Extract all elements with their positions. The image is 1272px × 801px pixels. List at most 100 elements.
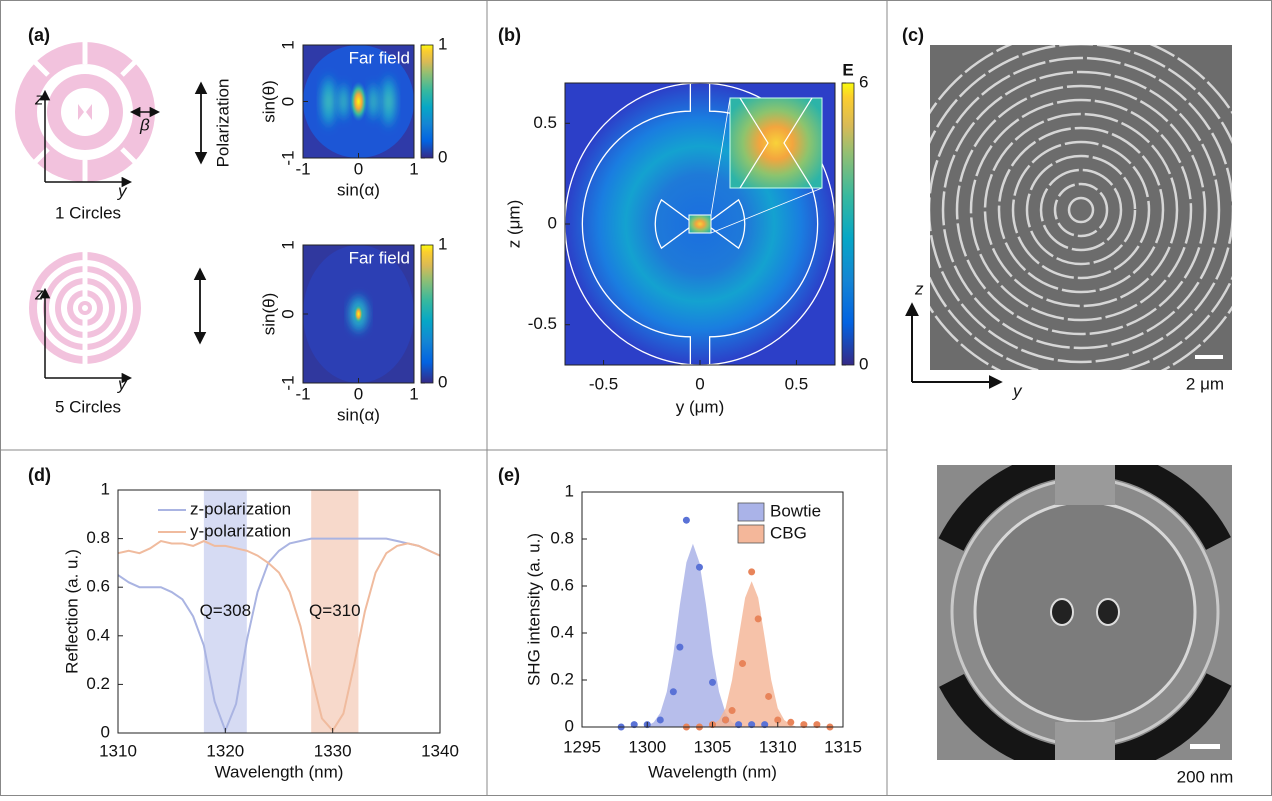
y-tick-label: 0.2 [550,669,574,688]
x-tick-label: 1310 [759,737,797,756]
zoom-line [710,187,823,234]
x-axis-label: Wavelength (nm) [215,762,344,781]
scale-label: 2 μm [1186,374,1224,393]
x-tick-label: 1305 [694,737,732,756]
point [754,615,762,623]
heatmap-lobe [366,79,381,124]
y-tick-label: 0.2 [86,674,110,693]
point [800,721,808,729]
polarization-label: Polarization [213,79,232,168]
x-tick-label: 1330 [314,741,352,760]
band-label: Q=308 [200,601,252,620]
point [774,716,782,724]
y-tick-label: 1 [278,40,297,49]
x-tick-label: 0.5 [785,374,809,393]
caption: 1 Circles [55,203,121,222]
series-line [117,539,441,733]
y-tick-label: 1 [278,240,297,249]
y-tick-label: 1 [101,479,110,498]
fit-area [699,581,804,727]
x-tick-label: 1 [409,384,418,403]
zoom-line [710,97,731,216]
x-tick-label: 1295 [563,737,601,756]
point [787,718,795,726]
axis-label: z [914,279,924,298]
x-tick-label: 1310 [99,741,137,760]
sem-axes [905,302,1003,389]
y-axis-label: sin(θ) [259,293,278,336]
axis-label: y [117,181,128,200]
point [748,568,756,576]
x-tick-label: 0 [354,384,363,403]
y-tick-label: 0 [565,716,574,735]
x-tick-label: -1 [295,384,310,403]
legend-swatch [737,524,765,544]
y-tick-label: 0 [278,97,297,106]
angle-label: β [139,115,150,134]
y-tick-label: 0.4 [86,625,110,644]
caption: 5 Circles [55,397,121,416]
panel-label: (b) [498,25,521,45]
colorbar-label: E [842,60,853,79]
heatmap [564,82,836,366]
bowtie-outline [654,198,746,250]
sem-image-bottom [937,465,1232,760]
fit-area [634,543,752,727]
y-tick-label: 0.5 [533,113,557,132]
point [669,688,677,696]
y-tick-label: 0.6 [550,575,574,594]
point [709,678,716,686]
y-axis-label: Reflection (a. u.) [62,549,81,674]
point [765,692,773,700]
heatmap-lobe [336,79,351,124]
y-tick-label: 0.4 [550,622,574,641]
y-tick-label: 0.8 [550,528,574,547]
colorbar-tick-label: 1 [438,34,447,53]
x-tick-label: 0 [695,374,704,393]
heatmap-title: Far field [349,48,410,67]
panel-label: (e) [498,465,520,485]
heatmap-peak [349,81,368,122]
point [813,721,821,729]
x-axis-label: Wavelength (nm) [648,762,777,781]
y-tick-label: 1 [565,481,574,500]
series-line [117,537,441,734]
colorbar-tick-label: 0 [438,372,447,391]
inset [729,97,823,189]
y-axis-label: z (μm) [504,200,523,249]
point [761,721,769,729]
band [203,490,247,733]
y-tick-label: 0 [101,722,110,741]
colorbar [420,44,434,159]
y-tick-label: -1 [278,375,297,390]
x-axis-label: sin(α) [337,405,380,424]
colorbar-tick-label: 1 [438,234,447,253]
point [630,721,638,729]
colorbar-tick-label: 6 [859,72,868,91]
legend-label: CBG [770,523,807,542]
plot-frame [117,489,441,734]
colorbar [841,82,855,366]
y-tick-label: -0.5 [528,314,557,333]
point [735,721,743,729]
heatmap-lobe [318,71,339,132]
colorbar [420,244,434,384]
x-axis-label: sin(α) [337,180,380,199]
point [656,716,664,724]
x-tick-label: 1 [409,159,418,178]
x-tick-label: 0 [354,159,363,178]
y-tick-label: 0.6 [86,577,110,596]
point [695,563,703,571]
scale-label: 200 nm [1177,767,1234,786]
x-tick-label: 1320 [206,741,244,760]
legend-label: z-polarization [190,499,291,518]
axis-label: z [34,284,44,303]
x-tick-label: 1300 [628,737,666,756]
heatmap [303,245,414,383]
hotspot [688,214,712,234]
heatmap-lobe [378,71,399,132]
point [739,660,747,668]
axis-label: z [34,89,44,108]
x-tick-label: -0.5 [589,374,618,393]
